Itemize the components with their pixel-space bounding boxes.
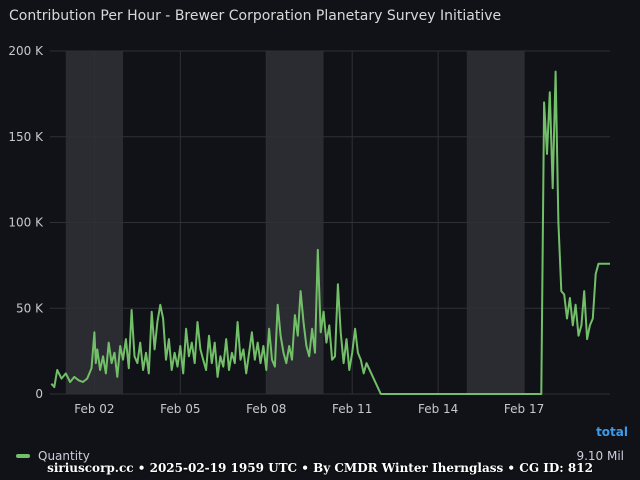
legend-total-header[interactable]: total (596, 425, 628, 439)
x-tick-label-1: Feb 05 (160, 402, 200, 416)
x-tick-label-0: Feb 02 (74, 402, 114, 416)
legend-swatch-quantity (16, 454, 30, 458)
x-tick-label-4: Feb 14 (418, 402, 458, 416)
y-tick-label-1: 50 K (16, 301, 44, 315)
legend-series-name[interactable]: Quantity (38, 449, 90, 463)
y-tick-label-4: 200 K (8, 44, 44, 58)
legend[interactable]: Quantity (16, 449, 90, 463)
x-tick-label-5: Feb 17 (504, 402, 544, 416)
panel-title: Contribution Per Hour - Brewer Corporati… (9, 8, 502, 24)
line-chart[interactable]: 0 50 K 100 K 150 K 200 K Feb 02 Feb 05 Feb 08 Fe… (0, 0, 640, 420)
footer-credit: siriuscorp.cc • 2025-02-19 1959 UTC • By… (47, 461, 593, 475)
y-tick-label-0: 0 (35, 387, 43, 401)
y-tick-label-3: 150 K (8, 130, 44, 144)
series-line-0 (50, 70, 610, 395)
legend-total-value: 9.10 Mil (576, 449, 624, 463)
x-tick-label-3: Feb 11 (332, 402, 372, 416)
x-tick-label-2: Feb 08 (246, 402, 286, 416)
y-tick-label-2: 100 K (8, 216, 44, 230)
